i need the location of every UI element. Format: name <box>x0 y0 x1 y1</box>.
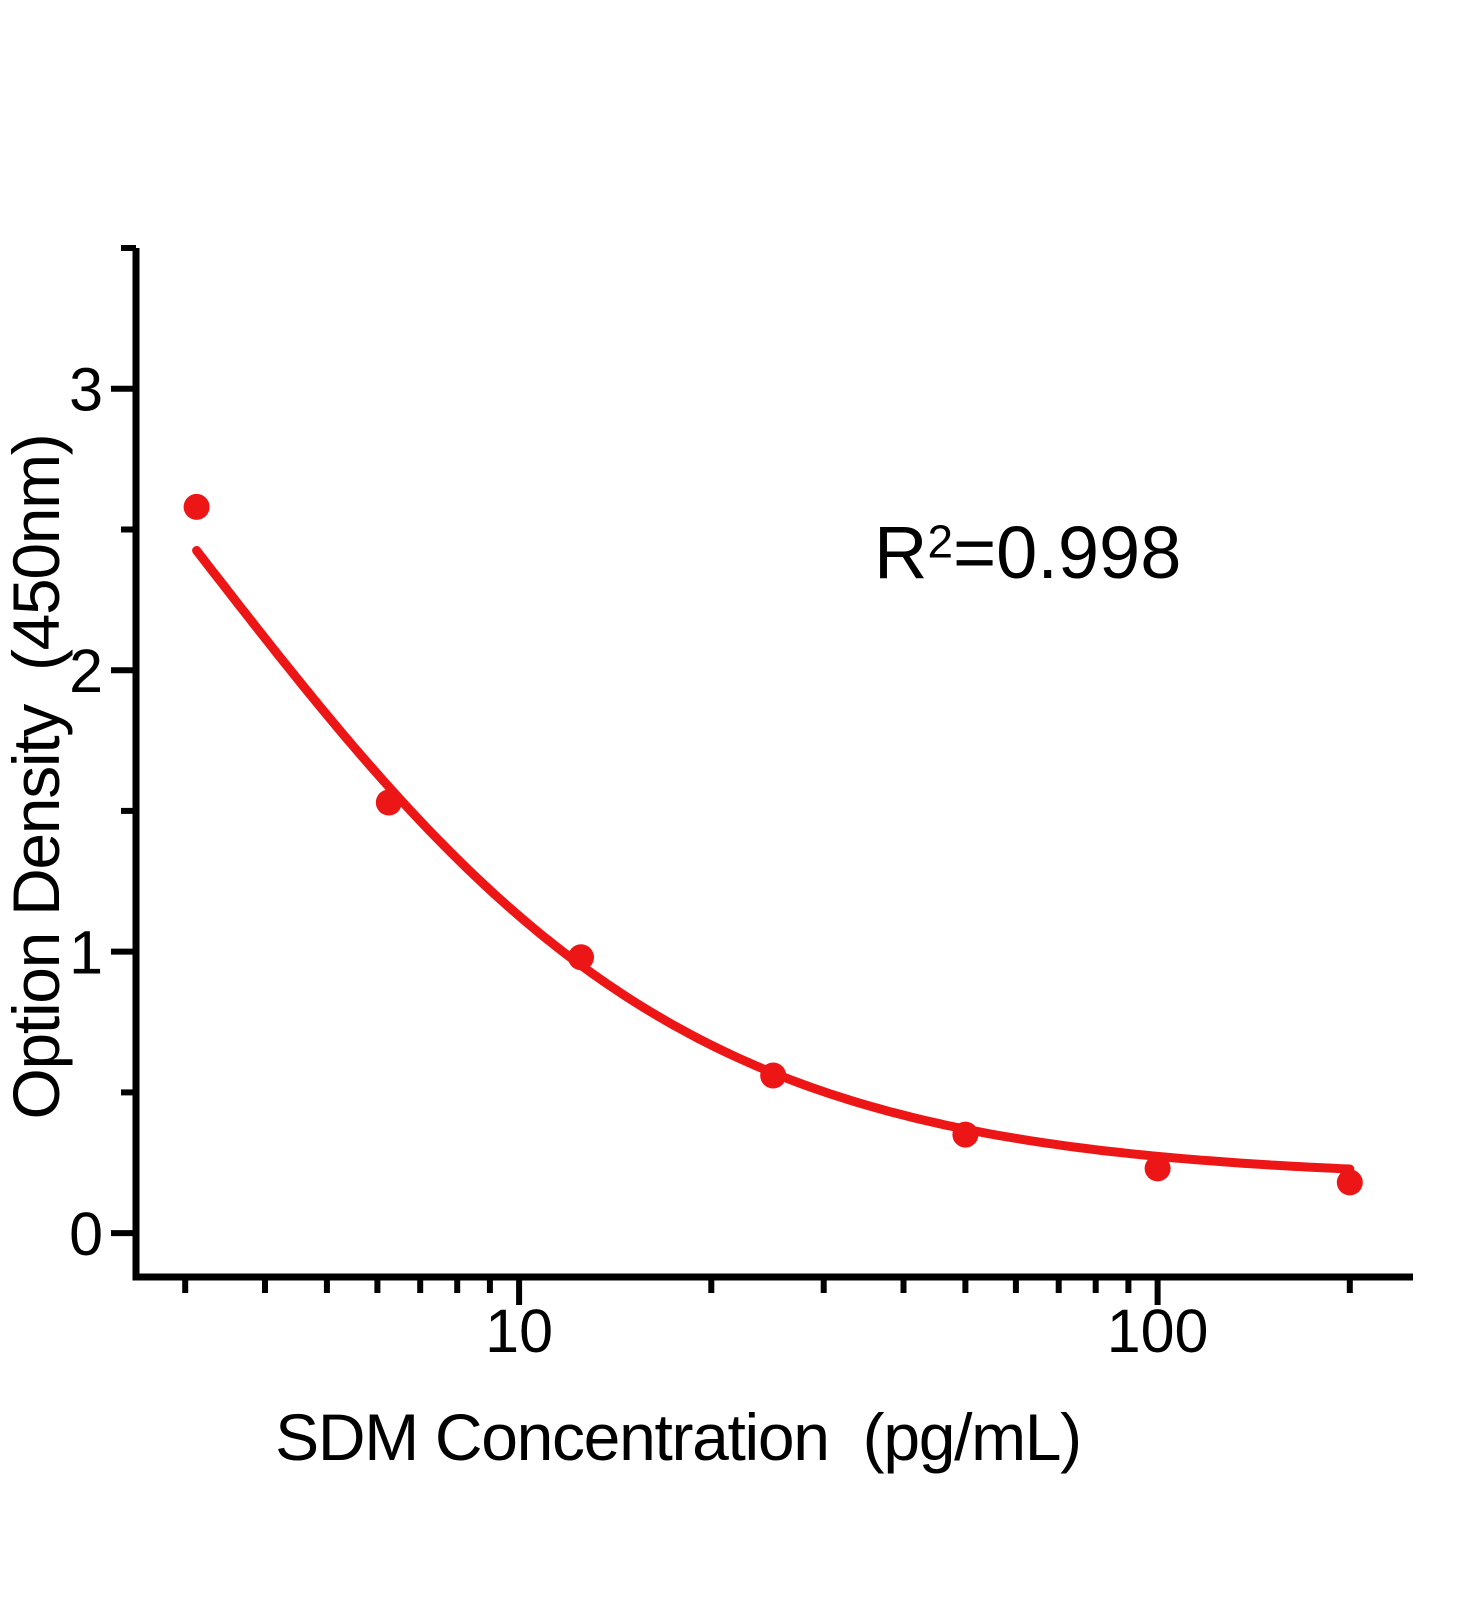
data-point <box>1144 1155 1171 1182</box>
data-point <box>568 944 594 971</box>
r-squared-exponent: 2 <box>927 515 953 568</box>
data-point <box>1336 1169 1363 1196</box>
data-point <box>760 1062 787 1089</box>
y-tick-label: 0 <box>69 1200 103 1268</box>
y-axis-title: Option Density (450nm) <box>0 434 73 1120</box>
data-point <box>375 789 402 816</box>
r-squared-annotation: R2=0.998 <box>874 516 1181 590</box>
y-axis-ticks: 0 1 2 3 <box>69 245 136 1268</box>
y-tick-label: 3 <box>69 356 103 424</box>
y-tick-label: 2 <box>69 637 103 705</box>
x-axis-title: SDM Concentration (pg/mL) <box>275 1400 1082 1474</box>
data-point <box>952 1121 979 1148</box>
y-tick-label: 1 <box>69 919 103 987</box>
r-squared-value: =0.998 <box>952 511 1182 594</box>
x-tick-label: 10 <box>485 1297 553 1365</box>
x-axis-ticks: 10 100 <box>182 1277 1353 1365</box>
data-point <box>183 493 210 520</box>
data-points <box>183 493 1363 1196</box>
r-squared-base: R <box>874 511 928 594</box>
x-tick-label: 100 <box>1107 1297 1209 1365</box>
axis-spines <box>132 248 1413 1281</box>
